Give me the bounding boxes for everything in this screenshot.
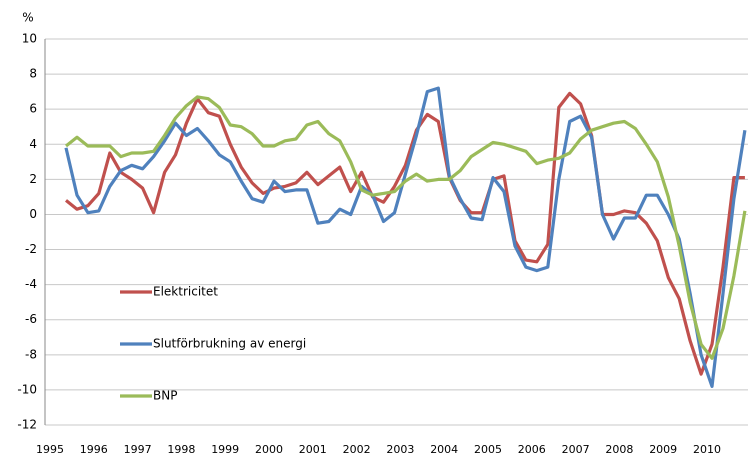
y-tick-label: -12 [17,418,37,432]
x-tick-label: 2004 [430,443,458,456]
data-line [64,86,747,388]
x-tick-label: 1997 [124,443,152,456]
y-tick-label: 10 [22,32,37,46]
x-tick-label: 2005 [474,443,502,456]
x-tick-label: 1995 [36,443,64,456]
x-tick-label: 1998 [167,443,195,456]
x-tick-label: 2003 [386,443,414,456]
y-tick-label: -10 [17,382,37,396]
legend-label: BNP [153,389,177,403]
x-tick-label: 2009 [649,443,677,456]
y-tick-label: 4 [29,137,37,151]
data-line [65,91,745,376]
y-tick-label: -8 [25,347,37,361]
x-tick-label: 2008 [605,443,633,456]
x-tick-label: 2000 [255,443,283,456]
y-tick-label: -4 [25,277,37,291]
x-tick-label: 2010 [693,443,721,456]
y-tick-label: 8 [29,67,37,81]
x-tick-label: 2002 [343,443,371,456]
y-tick-label: -2 [25,242,37,256]
y-axis-label: % [22,11,33,25]
x-tick-label: 1996 [80,443,108,456]
y-tick-label: 0 [29,207,37,221]
x-tick-label: 2006 [518,443,546,456]
legend-label: Elektricitet [153,285,218,299]
x-tick-label: 1999 [211,443,239,456]
x-tick-label: 2001 [299,443,327,456]
y-tick-label: 2 [29,172,37,186]
data-line [65,95,747,360]
y-tick-label: -6 [25,312,37,326]
y-tick-label: 6 [29,102,37,116]
legend-label: Slutförbrukning av energi [153,337,306,351]
x-tick-label: 2007 [562,443,590,456]
